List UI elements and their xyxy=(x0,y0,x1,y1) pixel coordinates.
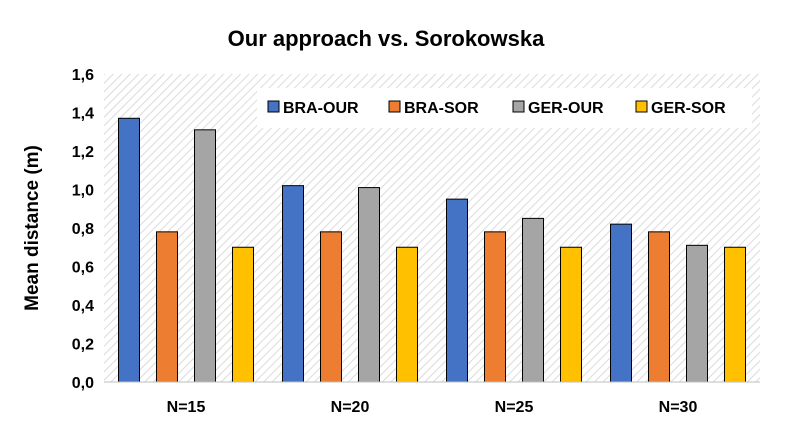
y-tick-label: 0,2 xyxy=(72,337,94,354)
legend: BRA-OUR BRA-SOR GER-OUR GER-SOR xyxy=(257,88,752,128)
legend-swatch-ger-sor xyxy=(635,100,648,113)
x-category-label: N=15 xyxy=(167,399,206,416)
bar-bra-our-1 xyxy=(118,117,140,383)
bar-bra-our-3 xyxy=(446,198,468,383)
bar-bra-sor-4 xyxy=(648,231,670,383)
y-tick-label: 1,4 xyxy=(72,106,94,123)
legend-swatch-bra-sor xyxy=(388,100,401,113)
bar-ger-sor-3 xyxy=(560,246,582,383)
bar-ger-sor-2 xyxy=(396,246,418,383)
y-tick-label: 0,4 xyxy=(72,298,94,315)
bar-bra-sor-3 xyxy=(484,231,506,383)
bar-bra-sor-1 xyxy=(156,231,178,383)
y-tick-label: 1,2 xyxy=(72,144,94,161)
bar-ger-our-1 xyxy=(194,129,216,383)
chart-title: Our approach vs. Sorokowska xyxy=(228,26,545,51)
y-tick-label: 0,6 xyxy=(72,260,94,277)
y-tick-label: 1,6 xyxy=(72,67,94,84)
x-category-label: N=30 xyxy=(659,399,698,416)
bar-bra-sor-2 xyxy=(320,231,342,383)
x-category-label: N=20 xyxy=(331,399,370,416)
legend-label-bra-our: BRA-OUR xyxy=(283,100,359,117)
legend-swatch-ger-our xyxy=(512,100,525,113)
bar-bra-our-2 xyxy=(282,185,304,383)
y-tick-label: 0,8 xyxy=(72,221,94,238)
legend-label-ger-sor: GER-SOR xyxy=(651,100,726,117)
bar-ger-sor-4 xyxy=(724,246,746,383)
y-axis-label: Mean distance (m) xyxy=(22,145,43,311)
bar-ger-sor-1 xyxy=(232,246,254,383)
y-tick-label: 0,0 xyxy=(72,375,94,392)
bar-series xyxy=(118,117,746,383)
bar-ger-our-3 xyxy=(522,217,544,383)
y-axis-ticks: 0,0 0,2 0,4 0,6 0,8 1,0 1,2 1,4 1,6 xyxy=(72,67,94,392)
x-category-label: N=25 xyxy=(495,399,534,416)
legend-box xyxy=(257,88,752,128)
bar-ger-our-2 xyxy=(358,187,380,383)
y-tick-label: 1,0 xyxy=(72,183,94,200)
bar-ger-our-4 xyxy=(686,244,708,383)
bar-bra-our-4 xyxy=(610,223,632,383)
legend-label-ger-our: GER-OUR xyxy=(528,100,604,117)
legend-label-bra-sor: BRA-SOR xyxy=(404,100,479,117)
legend-swatch-bra-our xyxy=(267,100,280,113)
x-axis-categories: N=15 N=20 N=25 N=30 xyxy=(167,399,698,416)
